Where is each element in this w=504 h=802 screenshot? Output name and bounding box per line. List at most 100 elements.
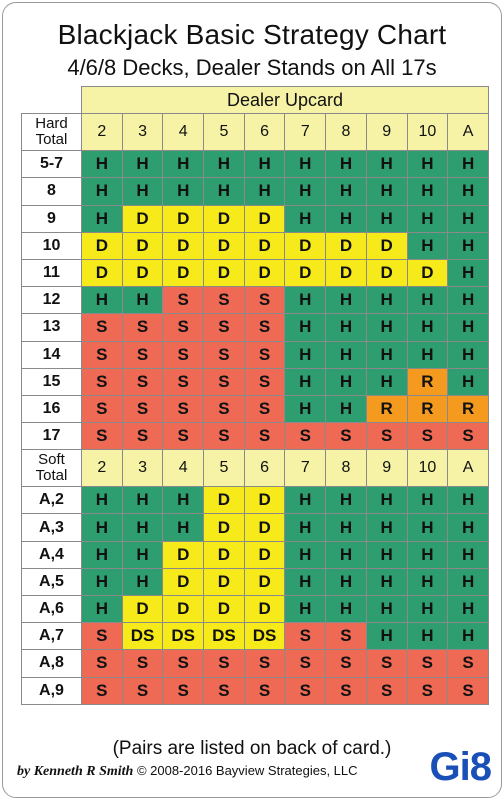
action-cell: DS [243,622,286,651]
action-cell: S [325,649,367,678]
action-cell: H [365,622,408,651]
action-cell: H [284,594,327,624]
action-cell: H [121,540,164,569]
hand-label: 5-7 [21,150,82,179]
action-cell: S [162,367,205,396]
action-cell: H [121,150,164,179]
hand-label: 12 [21,286,82,315]
action-cell: D [121,204,164,233]
upcard-a: A [447,113,489,152]
action-cell: D [162,258,205,288]
action-cell: S [243,367,286,396]
action-cell: S [81,649,123,678]
action-cell: D [243,258,286,288]
action-cell: H [81,567,123,597]
action-cell: H [325,204,367,233]
table-row: 10 D D D D D D D D H H [21,231,489,260]
upcard-6: 6 [243,113,286,152]
table-row: 14 S S S S S H H H H H [21,340,489,369]
action-cell: S [243,313,286,342]
action-cell: DS [203,622,245,651]
action-cell: H [325,513,367,542]
action-cell: H [406,177,449,206]
action-cell: S [365,422,408,451]
action-cell: S [243,422,286,451]
table-row: A,2 H H H D D H H H H H [21,486,489,515]
action-cell: S [162,340,205,369]
action-cell: S [162,649,205,678]
action-cell: D [325,231,367,260]
action-cell: R [365,394,408,424]
dealer-header-row: Dealer Upcard [21,85,489,115]
table-row: 17 S S S S S S S S S S [21,422,489,451]
action-cell: S [121,422,164,451]
action-cell: S [447,649,489,678]
upcard-9: 9 [365,113,408,152]
action-cell: S [81,340,123,369]
action-cell: H [325,567,367,597]
action-cell: D [162,540,205,569]
action-cell: S [203,340,245,369]
action-cell: H [81,177,123,206]
credit-copyright: © 2008-2016 Bayview Strategies, LLC [136,763,358,778]
action-cell: D [162,204,205,233]
table-row: A,5 H H D D D H H H H H [21,567,489,597]
action-cell: H [365,150,408,179]
action-cell: H [447,540,489,569]
action-cell: S [121,340,164,369]
action-cell: S [81,622,123,651]
action-cell: H [406,150,449,179]
action-cell: S [203,676,245,705]
table-row: 5-7 H H H H H H H H H H [21,150,489,179]
action-cell: H [406,540,449,569]
action-cell: H [284,340,327,369]
hand-label: 10 [21,231,82,260]
action-cell: H [284,204,327,233]
action-cell: H [284,394,327,424]
action-cell: H [447,286,489,315]
action-cell: D [365,231,408,260]
action-cell: S [365,676,408,705]
action-cell: S [325,676,367,705]
action-cell: D [203,204,245,233]
action-cell: H [365,204,408,233]
hand-label: 15 [21,367,82,396]
action-cell: H [365,486,408,515]
action-cell: H [365,513,408,542]
action-cell: S [284,422,327,451]
hand-label: A,9 [21,676,82,705]
action-cell: H [447,313,489,342]
action-cell: H [447,486,489,515]
page-subtitle: 4/6/8 Decks, Dealer Stands on All 17s [67,55,437,80]
hand-label: A,7 [21,622,82,651]
action-cell: H [406,486,449,515]
action-cell: D [162,231,205,260]
action-cell: H [284,286,327,315]
table-row: A,8 S S S S S S S S S S [21,649,489,678]
action-cell: D [121,594,164,624]
action-cell: D [365,258,408,288]
action-cell: H [447,340,489,369]
action-cell: H [447,594,489,624]
action-cell: S [121,394,164,424]
action-cell: S [121,367,164,396]
action-cell: S [243,394,286,424]
action-cell: S [162,676,205,705]
pairs-note: (Pairs are listed on back of card.) [112,738,392,759]
action-cell: H [406,313,449,342]
action-cell: H [365,177,408,206]
action-cell: H [447,367,489,396]
hand-label: 16 [21,394,82,424]
upcard-5: 5 [203,113,245,152]
action-cell: S [447,422,489,451]
hand-label: 11 [21,258,82,288]
action-cell: H [406,513,449,542]
action-cell: H [365,313,408,342]
action-cell: D [406,258,449,288]
action-cell: D [162,594,205,624]
action-cell: D [203,486,245,515]
action-cell: D [284,231,327,260]
action-cell: D [243,513,286,542]
action-cell: H [284,513,327,542]
